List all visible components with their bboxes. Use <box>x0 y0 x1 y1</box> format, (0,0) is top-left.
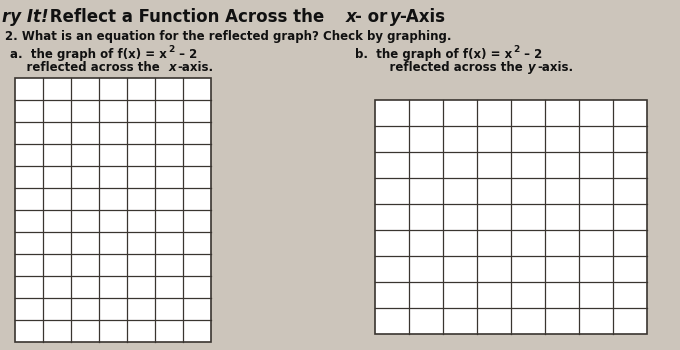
Text: 2. What is an equation for the reflected graph? Check by graphing.: 2. What is an equation for the reflected… <box>5 30 452 43</box>
Text: x: x <box>168 61 175 74</box>
Text: x: x <box>346 8 357 26</box>
Text: y: y <box>528 61 536 74</box>
Text: a.  the graph of f(x) = x: a. the graph of f(x) = x <box>10 48 167 61</box>
Text: – 2: – 2 <box>520 48 542 61</box>
Text: b.  the graph of f(x) = x: b. the graph of f(x) = x <box>355 48 512 61</box>
Text: -Axis: -Axis <box>399 8 445 26</box>
Bar <box>375 100 647 334</box>
Text: reflected across the: reflected across the <box>10 61 164 74</box>
Text: reflected across the: reflected across the <box>373 61 527 74</box>
Text: 2: 2 <box>168 45 174 54</box>
Text: y: y <box>390 8 401 26</box>
Bar <box>15 78 211 342</box>
Text: -axis.: -axis. <box>537 61 573 74</box>
Text: 2: 2 <box>513 45 520 54</box>
Text: ry It!: ry It! <box>2 8 49 26</box>
Text: -axis.: -axis. <box>177 61 213 74</box>
Text: Reflect a Function Across the: Reflect a Function Across the <box>44 8 330 26</box>
Text: - or: - or <box>355 8 393 26</box>
Text: – 2: – 2 <box>175 48 197 61</box>
